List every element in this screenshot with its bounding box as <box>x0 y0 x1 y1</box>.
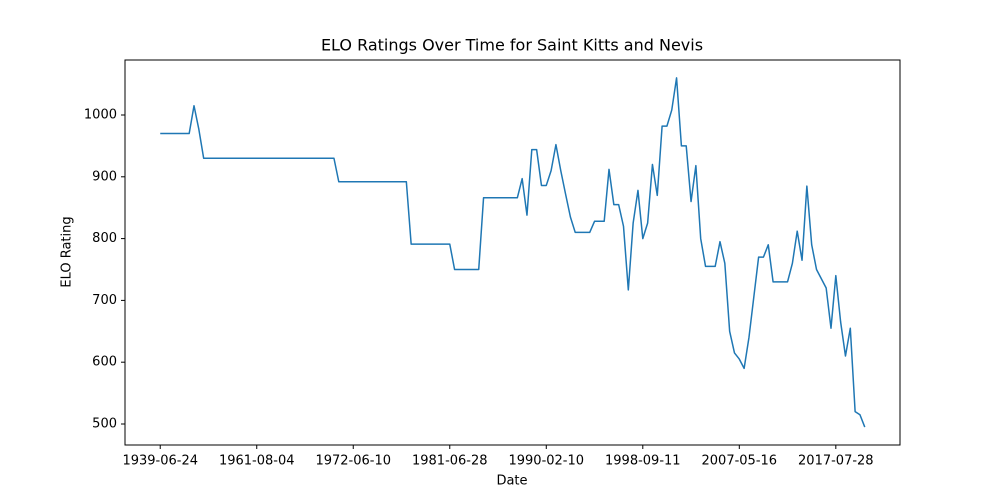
plot-frame <box>124 59 901 446</box>
y-tick-label: 1000 <box>84 108 117 123</box>
y-tick-label: 500 <box>92 416 117 431</box>
y-tick-label: 900 <box>92 169 117 184</box>
x-tick-label: 1990-02-10 <box>508 454 584 469</box>
x-tick-label: 1972-06-10 <box>315 454 391 469</box>
x-tick-label: 1981-06-28 <box>412 454 488 469</box>
x-tick-label: 1998-09-11 <box>605 454 681 469</box>
x-tick-label: 2017-07-28 <box>798 454 874 469</box>
y-tick-label: 800 <box>92 231 117 246</box>
x-axis-label: Date <box>496 474 527 489</box>
y-tick-label: 600 <box>92 355 117 370</box>
data-line <box>160 77 866 428</box>
x-tick-label: 1939-06-24 <box>122 454 198 469</box>
x-tick-label: 1961-08-04 <box>219 454 295 469</box>
y-axis-label: ELO Rating <box>60 216 75 287</box>
chart-title: ELO Ratings Over Time for Saint Kitts an… <box>321 36 703 55</box>
x-tick-label: 2007-05-16 <box>702 454 778 469</box>
y-tick-label: 700 <box>92 293 117 308</box>
